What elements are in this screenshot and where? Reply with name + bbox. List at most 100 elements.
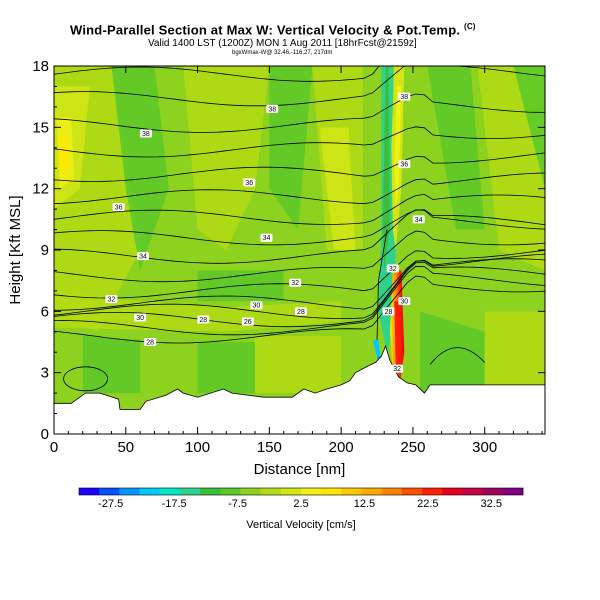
colorbar-tick-label: -17.5 — [162, 498, 187, 510]
x-tick-label: 50 — [117, 439, 134, 456]
colorbar-tick-label: 22.5 — [417, 498, 438, 510]
theta-contour-line — [54, 126, 545, 158]
contour-label: 26 — [244, 319, 252, 326]
colorbar-tick-label: 2.5 — [293, 498, 308, 510]
theta-contour-loop — [63, 366, 108, 392]
chart-title: Wind-Parallel Section at Max W: Vertical… — [70, 22, 476, 37]
colorbar-swatch — [119, 488, 140, 495]
updraft-band-inner — [394, 86, 402, 210]
contour-label-bg — [260, 233, 273, 242]
contour-label-bg — [294, 307, 307, 316]
x-tick-label: 0 — [50, 439, 58, 456]
contour-label: 32 — [291, 280, 299, 287]
contour-label-bg — [112, 203, 125, 212]
colorbar-swatch — [240, 488, 261, 495]
contour-label: 28 — [199, 317, 207, 324]
contour-label: 32 — [389, 266, 397, 273]
field-patch — [111, 66, 169, 271]
contour-label: 38 — [268, 106, 276, 113]
contour-label-bg — [289, 278, 302, 287]
contour-label: 30 — [253, 303, 261, 310]
contour-label: 36 — [245, 180, 253, 187]
contour-label-bg — [250, 301, 263, 310]
y-tick-label: 12 — [32, 181, 49, 198]
field-patch — [183, 66, 270, 250]
colorbar-swatch — [361, 488, 383, 495]
theta-contour-line — [54, 275, 545, 344]
x-tick-label: 250 — [400, 439, 425, 456]
terrain-fill — [54, 344, 545, 434]
y-tick-label: 6 — [41, 303, 49, 320]
velocity-field — [54, 66, 545, 394]
colorbar-swatch — [139, 488, 161, 495]
chart-title-mark: (C) — [463, 22, 476, 31]
contour-label-bg — [134, 313, 147, 322]
contour-label: 28 — [385, 309, 393, 316]
theta-contour-line — [54, 209, 545, 264]
y-tick-label: 3 — [41, 365, 49, 382]
contour-label-bg — [243, 178, 256, 187]
field-patch — [254, 335, 342, 394]
contour-label: 30 — [400, 299, 408, 306]
colorbar-swatch — [260, 488, 282, 495]
contour-label-bg — [391, 364, 404, 373]
colorbar-swatch — [301, 488, 322, 495]
theta-contour-line — [54, 258, 545, 319]
chart-subtitle-location: bgxWmax-W@ 32.46,-116.27, 217dm — [232, 50, 333, 56]
colorbar-swatch — [280, 488, 302, 495]
x-tick-label: 300 — [472, 439, 497, 456]
y-tick-label: 15 — [32, 119, 49, 136]
colorbar-swatch — [99, 488, 120, 495]
colorbar-swatch — [502, 488, 524, 495]
theta-contour-line — [54, 193, 545, 225]
y-tick-label: 0 — [41, 426, 49, 443]
contour-label-bg — [137, 252, 150, 261]
colorbar-swatch — [401, 488, 423, 495]
x-tick-label: 100 — [185, 439, 210, 456]
contour-label: 30 — [136, 315, 144, 322]
x-axis-label: Distance [nm] — [254, 461, 346, 478]
contour-label-bg — [105, 295, 118, 304]
colorbar-tick-label: -7.5 — [228, 498, 247, 510]
field-patch — [58, 137, 69, 173]
colorbar-swatch — [220, 488, 241, 495]
colorbar-tick-label: 32.5 — [481, 498, 502, 510]
theta-contour-line — [54, 265, 545, 336]
theta-contour-line — [54, 66, 380, 82]
contour-label-bg — [139, 129, 152, 138]
theta-contours — [54, 66, 545, 424]
contour-label-bg — [382, 307, 395, 316]
contour-label: 32 — [393, 366, 401, 373]
contour-label: 28 — [297, 309, 305, 316]
theta-contour-line — [54, 253, 545, 311]
colorbar-label: Vertical Velocity [cm/s] — [246, 519, 355, 531]
y-tick-label: 9 — [41, 242, 49, 259]
y-tick-label: 18 — [32, 58, 49, 75]
contour-label-bg — [398, 297, 411, 306]
colorbar-swatch — [482, 488, 504, 495]
colorbar-swatch — [341, 488, 362, 495]
theta-contour-line — [376, 229, 388, 340]
field-patch — [319, 127, 356, 250]
chart-subtitle: Valid 1400 LST (1200Z) MON 1 Aug 2011 [1… — [148, 38, 417, 49]
field-patch — [269, 66, 313, 230]
field-patch — [197, 342, 255, 394]
theta-contour-line — [54, 261, 545, 328]
contour-label-bg — [386, 264, 399, 273]
contour-label-bg — [197, 315, 210, 324]
field-patch — [484, 311, 545, 394]
contour-label: 34 — [263, 235, 271, 242]
y-axis-label: Height [Kft MSL] — [7, 195, 24, 304]
contour-label: 38 — [400, 94, 408, 101]
theta-contour-line — [54, 230, 545, 283]
field-patch — [54, 290, 342, 332]
theta-contour-line — [54, 209, 545, 246]
theta-contour-line — [54, 152, 545, 182]
colorbar-swatch — [381, 488, 403, 495]
contour-label: 36 — [115, 205, 123, 212]
colorbar-frame — [78, 487, 524, 496]
colorbar-swatch — [159, 488, 181, 495]
colorbar-swatch — [442, 488, 463, 495]
contour-label-bg — [398, 92, 411, 101]
